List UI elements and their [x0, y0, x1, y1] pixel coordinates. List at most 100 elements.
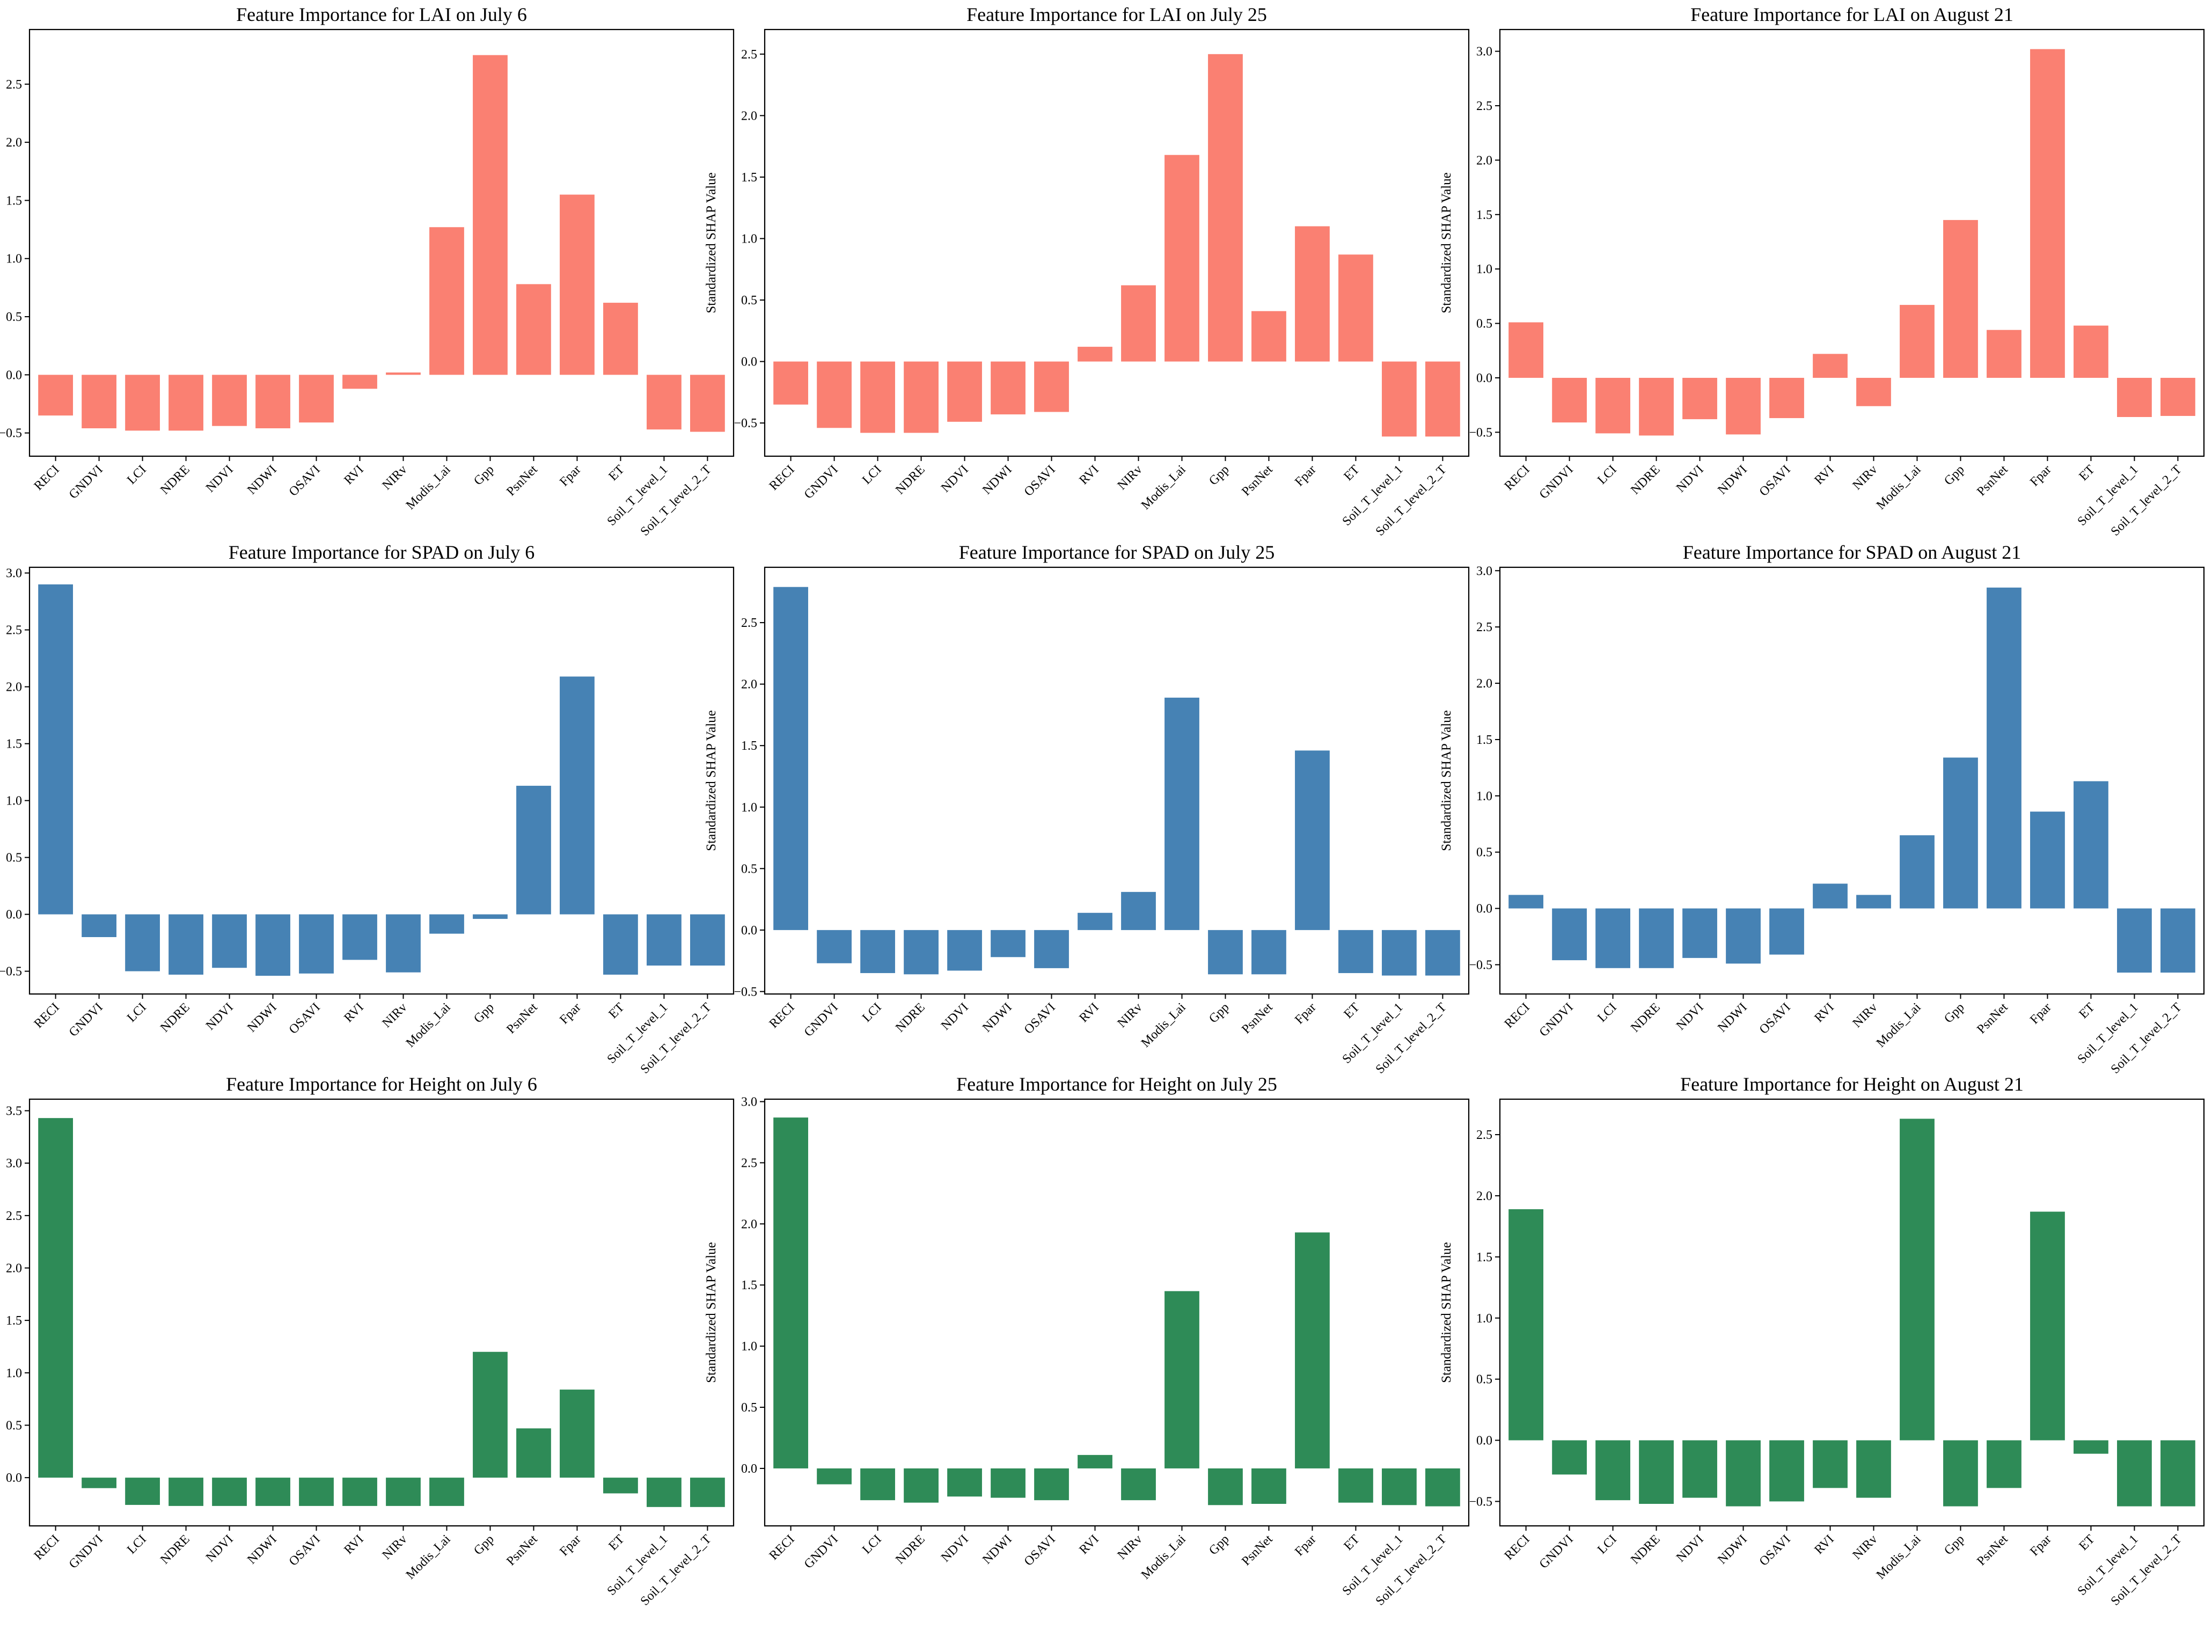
x-tick-label: Fpar — [2027, 1000, 2054, 1027]
x-tick-label: Fpar — [1292, 1532, 1319, 1559]
x-tick-label: ET — [2077, 1000, 2098, 1021]
bar — [904, 1468, 939, 1503]
bar-chart: Feature Importance for LAI on July 25 Sta… — [704, 4, 1470, 539]
y-axis-label: Standardized SHAP Value — [704, 710, 719, 851]
x-tick-label: NDRE — [1628, 463, 1663, 498]
x-tick-label: RVI — [1076, 1000, 1101, 1025]
y-tick-label: 1.5 — [741, 1278, 757, 1292]
y-tick-label: 1.5 — [741, 171, 757, 185]
y-tick-label: 1.0 — [1476, 1312, 1492, 1326]
bar — [1425, 361, 1460, 437]
x-tick-label: OSAVI — [1757, 1000, 1793, 1037]
bar — [647, 914, 682, 966]
y-tick-label: 2.0 — [1476, 153, 1492, 167]
y-tick-label: 3.0 — [1476, 45, 1492, 59]
y-tick-label: −0.5 — [0, 965, 22, 979]
bar — [1552, 908, 1587, 961]
y-tick-label: 3.5 — [6, 1104, 22, 1118]
y-tick-label: 2.0 — [1476, 1189, 1492, 1203]
x-tick-label: Modis_Lai — [1139, 463, 1189, 513]
x-tick-label: Modis_Lai — [1874, 1000, 1924, 1050]
bar — [125, 1478, 160, 1505]
bar — [2117, 1440, 2152, 1507]
x-tick-label: ET — [2077, 1532, 2098, 1553]
x-tick-label: Fpar — [557, 1000, 583, 1027]
x-tick-label: NIRv — [380, 1000, 410, 1030]
bar-chart: Feature Importance for Height on August … — [1439, 1073, 2205, 1609]
y-tick-label: 2.0 — [1476, 677, 1492, 691]
bar — [255, 1478, 290, 1506]
bar — [386, 372, 421, 375]
bar — [473, 1351, 508, 1478]
y-tick-label: 3.0 — [1476, 564, 1492, 578]
x-tick-label: NDRE — [893, 1000, 928, 1035]
y-tick-label: 0.0 — [741, 924, 757, 938]
bar-chart: Feature Importance for LAI on August 21 S… — [1439, 4, 2205, 539]
bar — [560, 1390, 595, 1478]
y-tick-label: 3.0 — [6, 567, 22, 581]
bar — [991, 361, 1026, 415]
y-tick-label: 2.5 — [1476, 620, 1492, 634]
x-tick-label: RVI — [1076, 463, 1101, 487]
y-tick-label: 0.0 — [1476, 371, 1492, 385]
bar — [1508, 895, 1543, 909]
bar — [516, 284, 551, 375]
y-tick-label: 1.0 — [741, 801, 757, 815]
bar — [773, 587, 808, 930]
y-axis-label: Standardized SHAP Value — [704, 1242, 719, 1383]
bar — [817, 1468, 852, 1485]
bar — [1251, 311, 1286, 362]
x-tick-label: ET — [606, 1000, 627, 1021]
x-tick-label: RECI — [1502, 463, 1533, 493]
y-tick-label: 0.0 — [6, 368, 22, 382]
bar — [169, 1478, 203, 1506]
bar — [1943, 220, 1978, 378]
x-tick-label: LCI — [860, 463, 884, 487]
plot-frame — [764, 28, 1470, 457]
bar — [1682, 377, 1717, 420]
y-tick-label: 2.5 — [741, 616, 757, 630]
chart-title: Feature Importance for LAI on August 21 — [1690, 4, 2013, 25]
y-tick-label: 2.5 — [741, 1156, 757, 1170]
chart-title: Feature Importance for LAI on July 6 — [236, 4, 527, 25]
bar — [1639, 908, 1674, 968]
x-tick-label: RECI — [32, 1000, 62, 1031]
bar — [2117, 377, 2152, 417]
y-tick-label: 2.0 — [6, 1261, 22, 1275]
x-tick-label: NDWI — [245, 1532, 280, 1567]
bar — [1813, 883, 1848, 909]
x-tick-label: GNDVI — [1537, 463, 1576, 502]
bar — [690, 375, 725, 432]
x-tick-label: NDVI — [203, 1532, 236, 1565]
y-tick-label: 0.0 — [6, 908, 22, 922]
plot-frame — [1499, 28, 2205, 457]
x-tick-label: RECI — [1502, 1000, 1533, 1031]
x-tick-label: PsnNet — [1974, 463, 2011, 499]
x-tick-label: OSAVI — [1757, 463, 1793, 499]
bar — [1382, 361, 1417, 437]
x-tick-label: GNDVI — [67, 1000, 106, 1040]
x-tick-label: NDWI — [1715, 1000, 1750, 1035]
bar — [1338, 1468, 1373, 1503]
bar — [1769, 908, 1804, 955]
y-tick-label: 0.5 — [741, 294, 757, 308]
bar — [560, 194, 595, 375]
bar — [1856, 1440, 1891, 1498]
bar — [947, 1468, 982, 1497]
bar — [1251, 930, 1286, 975]
x-tick-label: Gpp — [471, 463, 497, 488]
bar — [647, 1478, 682, 1507]
bar — [386, 914, 421, 973]
plot-frame — [1499, 566, 2205, 995]
x-tick-label: RECI — [32, 1532, 62, 1563]
y-tick-label: 2.5 — [6, 624, 22, 638]
bar — [1034, 361, 1069, 412]
x-tick-label: RECI — [767, 1532, 797, 1563]
x-tick-label: ET — [1342, 1000, 1363, 1021]
bar — [429, 914, 464, 934]
bar — [1251, 1468, 1286, 1504]
x-tick-label: RVI — [1812, 1532, 1836, 1557]
x-tick-label: PsnNet — [1239, 463, 1276, 499]
bar — [1682, 908, 1717, 958]
bar — [1900, 305, 1935, 378]
